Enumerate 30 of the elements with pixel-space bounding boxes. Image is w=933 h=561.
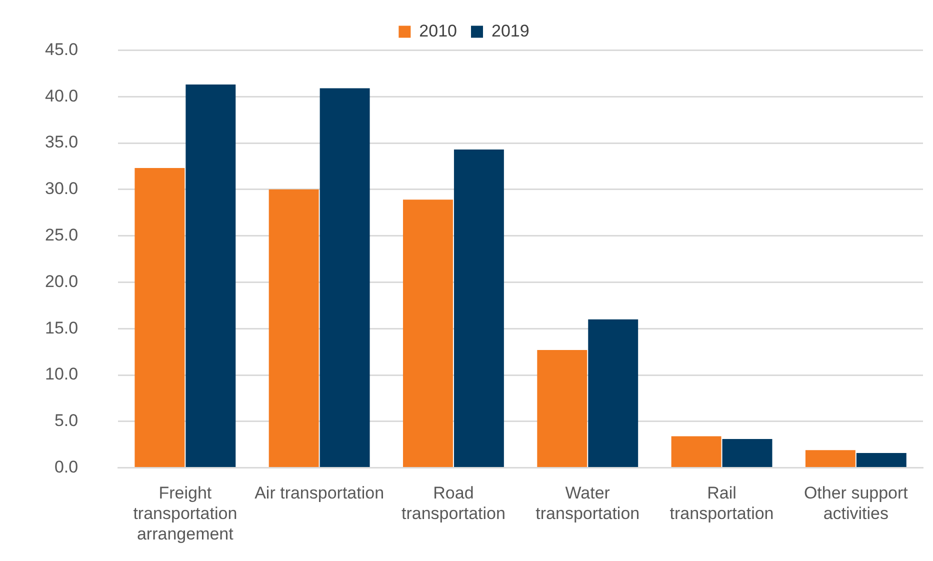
bar [671,436,722,468]
legend-label: 2019 [492,21,530,40]
y-tick-label: 35.0 [44,132,78,152]
x-tick-label: Freight transportation arrangement [133,484,238,544]
y-tick-label: 40.0 [44,86,78,106]
y-tick-label: 20.0 [44,272,78,291]
x-tick-label: Road transportation [401,484,506,524]
bar [403,200,453,468]
x-tick-label: Other support activities [804,484,908,524]
y-tick-label: 30.0 [44,179,78,198]
bar [588,319,638,468]
bar [722,439,772,468]
x-tick-label: Water transportation [536,484,640,524]
bar [856,452,906,468]
bar [186,84,236,468]
bar [268,189,319,468]
y-tick-label: 5.0 [54,411,78,430]
bar [805,450,856,468]
bar [134,168,185,468]
bar [320,88,370,468]
bar [454,149,504,468]
y-tick-label: 45.0 [44,40,78,59]
x-tick-label: Rail transportation [670,484,774,524]
y-tick-label: 10.0 [44,364,78,384]
y-tick-label: 25.0 [44,225,78,244]
legend-label: 2010 [419,21,458,40]
y-tick-label: 15.0 [44,318,78,338]
y-tick-label: 0.0 [54,457,78,476]
bar [537,350,588,468]
x-tick-label: Air transportation [254,484,384,503]
